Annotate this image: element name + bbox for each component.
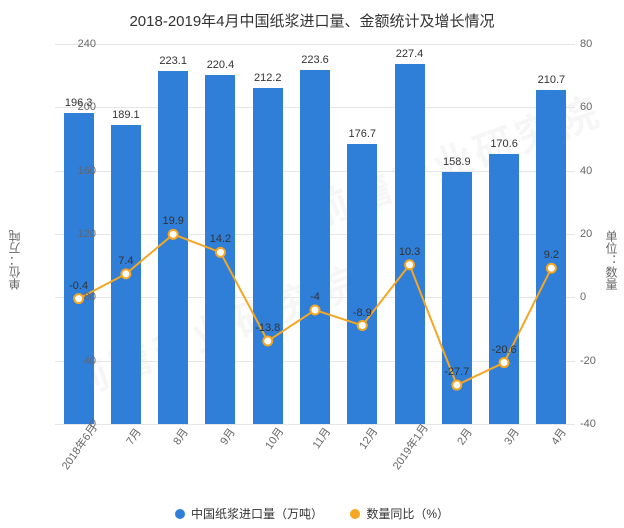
line-value-label: -13.8 (255, 322, 280, 334)
chart-title: 2018-2019年4月中国纸浆进口量、金额统计及增长情况 (0, 0, 624, 31)
y-left-tick: 120 (61, 228, 96, 240)
line-value-label: 10.3 (399, 246, 420, 258)
x-tick-label: 7月 (122, 425, 145, 448)
y-right-tick: 60 (580, 101, 615, 113)
legend: 中国纸浆进口量（万吨） 数量同比（%） (0, 505, 624, 522)
chart-container: 2018-2019年4月中国纸浆进口量、金额统计及增长情况 单位：万吨 单位：数… (0, 0, 624, 528)
y-right-tick: 80 (580, 38, 615, 50)
line-value-label: -27.7 (444, 366, 469, 378)
y-left-tick: 80 (61, 291, 96, 303)
circle-icon (175, 509, 185, 519)
y-right-tick: -40 (580, 418, 615, 430)
line-value-label: 9.2 (544, 249, 559, 261)
line-series (55, 44, 575, 424)
y-right-tick: 20 (580, 228, 615, 240)
y-right-tick: -20 (580, 355, 615, 367)
y-left-tick: 240 (61, 38, 96, 50)
legend-label: 中国纸浆进口量（万吨） (191, 505, 323, 522)
x-tick-label: 9月 (216, 425, 239, 448)
x-tick-label: 2月 (453, 425, 476, 448)
x-tick-label: 10月 (260, 424, 286, 452)
line-value-label: 19.9 (162, 215, 183, 227)
y-left-axis-title: 单位：万吨 (6, 230, 23, 290)
y-left-tick: 0 (61, 418, 96, 430)
y-left-tick: 200 (61, 101, 96, 113)
x-tick-label: 3月 (500, 425, 523, 448)
line-value-label: 14.2 (210, 233, 231, 245)
line-value-label: -8.9 (353, 306, 372, 318)
line-value-label: -0.4 (69, 279, 88, 291)
line-value-label: 7.4 (118, 255, 133, 267)
plot-area: 196.3189.1223.1220.4212.2223.6176.7227.4… (55, 44, 575, 424)
legend-label: 数量同比（%） (366, 505, 449, 522)
y-left-tick: 40 (61, 355, 96, 367)
x-tick-label: 2019年1月 (388, 420, 431, 472)
x-tick-label: 12月 (355, 424, 381, 452)
y-left-tick: 160 (61, 165, 96, 177)
line-value-label: -20.6 (492, 343, 517, 355)
x-tick-label: 8月 (169, 425, 192, 448)
x-tick-label: 11月 (308, 424, 334, 452)
legend-item-line: 数量同比（%） (350, 505, 449, 522)
circle-icon (350, 509, 360, 519)
y-right-tick: 0 (580, 291, 615, 303)
legend-item-bar: 中国纸浆进口量（万吨） (175, 505, 323, 522)
line-value-label: -4 (310, 291, 320, 303)
x-tick-label: 4月 (547, 425, 570, 448)
y-right-tick: 40 (580, 165, 615, 177)
